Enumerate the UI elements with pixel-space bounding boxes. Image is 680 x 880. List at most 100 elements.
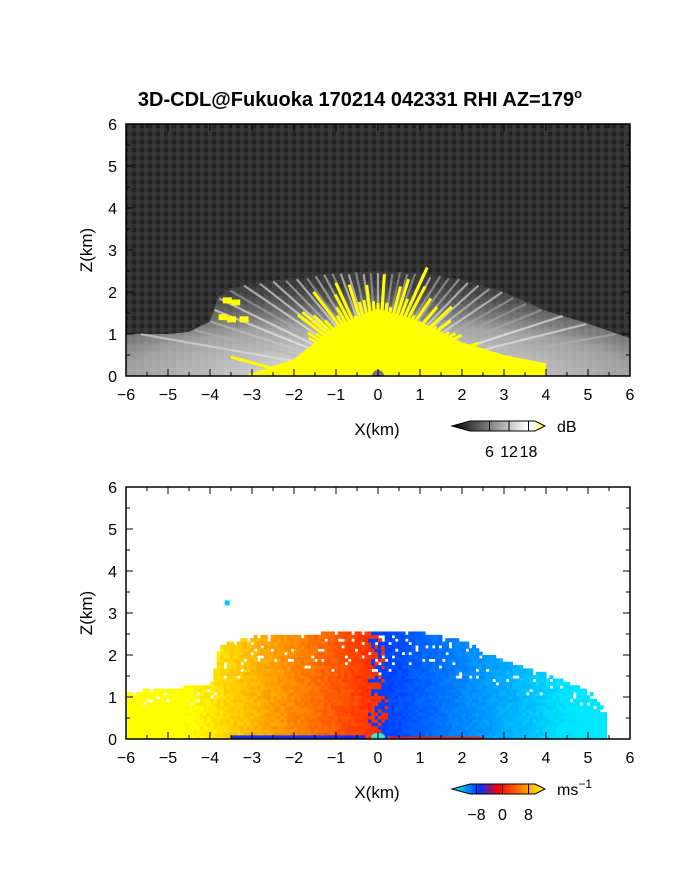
velocity-cell	[280, 681, 285, 686]
velocity-cell	[236, 658, 241, 663]
velocity-cell	[418, 651, 423, 656]
velocity-cell	[431, 648, 436, 653]
velocity-cell	[260, 671, 265, 676]
velocity-cell	[250, 685, 255, 690]
velocity-cell	[411, 708, 416, 713]
velocity-cell	[324, 658, 329, 663]
velocity-cell	[593, 708, 597, 713]
velocity-cell	[391, 688, 396, 693]
velocity-cell	[297, 671, 302, 676]
velocity-cell	[334, 644, 339, 649]
velocity-cell	[519, 688, 524, 693]
velocity-cell	[263, 712, 268, 717]
velocity-cell	[270, 698, 275, 703]
velocity-cell	[512, 705, 517, 710]
velocity-cell	[485, 718, 490, 723]
velocity-cell	[542, 715, 547, 720]
velocity-cell	[582, 698, 587, 703]
velocity-cell	[226, 688, 231, 693]
velocity-cell	[532, 691, 537, 696]
velocity-cell	[589, 722, 594, 727]
velocity-cell	[492, 702, 497, 706]
velocity-cell	[273, 698, 278, 703]
velocity-cell	[515, 708, 520, 713]
velocity-cell	[371, 688, 376, 693]
velocity-cell	[277, 691, 282, 696]
velocity-cell	[334, 702, 339, 706]
velocity-cell	[220, 655, 225, 659]
velocity-cell	[599, 725, 604, 730]
velocity-cell	[337, 718, 342, 723]
velocity-cell	[146, 722, 151, 727]
velocity-cell	[300, 644, 305, 649]
velocity-cell	[260, 641, 265, 646]
velocity-cell	[431, 688, 436, 693]
velocity-cell	[455, 681, 460, 686]
velocity-cell	[381, 651, 386, 656]
velocity-cell	[525, 718, 530, 723]
velocity-cell	[384, 698, 389, 703]
velocity-cell	[186, 725, 191, 730]
y-tick-label: 2	[108, 285, 117, 302]
velocity-cell	[233, 655, 238, 659]
velocity-cell	[445, 702, 450, 706]
velocity-cell	[357, 715, 362, 720]
velocity-cell	[253, 675, 258, 680]
velocity-cell	[367, 631, 372, 636]
velocity-cell	[374, 631, 379, 636]
velocity-cell	[297, 702, 302, 706]
velocity-cell	[384, 725, 389, 730]
velocity-cell	[210, 712, 214, 717]
velocity-cell	[441, 732, 446, 737]
velocity-cell	[230, 695, 235, 700]
velocity-cell	[532, 681, 537, 686]
velocity-cell	[408, 648, 413, 653]
velocity-cell	[488, 681, 493, 686]
velocity-cell	[226, 668, 231, 673]
velocity-cell	[324, 644, 329, 649]
velocity-cell	[525, 715, 530, 720]
velocity-cell	[330, 681, 335, 686]
velocity-cell	[162, 705, 167, 710]
velocity-cell	[542, 732, 547, 737]
velocity-cell	[129, 735, 134, 739]
velocity-cell	[364, 644, 369, 649]
velocity-cell	[351, 675, 356, 680]
velocity-cell	[243, 712, 248, 717]
velocity-cell	[425, 725, 429, 730]
velocity-cell	[149, 712, 154, 717]
velocity-cell	[330, 655, 335, 659]
velocity-cell	[334, 641, 339, 646]
velocity-cell	[401, 681, 406, 686]
velocity-cell	[539, 732, 544, 737]
velocity-cell	[535, 688, 540, 693]
velocity-cell	[203, 735, 208, 739]
velocity-cell	[381, 732, 386, 737]
velocity-cell	[562, 735, 567, 739]
velocity-cell	[515, 668, 520, 673]
velocity-cell	[357, 655, 362, 659]
velocity-cell	[509, 732, 513, 737]
velocity-cell	[199, 715, 204, 720]
velocity-cell	[173, 695, 177, 700]
velocity-cell	[451, 708, 456, 713]
velocity-cell	[408, 722, 413, 727]
velocity-cell	[142, 691, 147, 696]
velocity-cell	[468, 698, 473, 703]
velocity-cell	[374, 725, 379, 730]
velocity-cell	[287, 732, 292, 737]
velocity-cell	[388, 708, 393, 713]
velocity-cell	[522, 678, 527, 683]
velocity-cell	[169, 728, 174, 733]
velocity-cell	[509, 691, 513, 696]
velocity-cell	[226, 671, 231, 676]
velocity-cell	[337, 732, 342, 737]
velocity-cell	[472, 688, 477, 693]
velocity-cell	[589, 728, 594, 733]
velocity-cell	[223, 708, 228, 713]
velocity-cell	[418, 681, 423, 686]
velocity-cell	[367, 665, 372, 670]
velocity-cell	[129, 698, 134, 703]
velocity-cell	[435, 648, 440, 653]
velocity-cell	[314, 638, 319, 643]
